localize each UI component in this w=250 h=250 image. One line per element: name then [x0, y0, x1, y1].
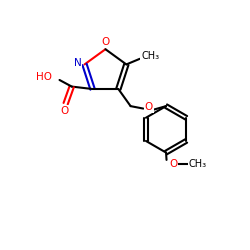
Text: O: O: [145, 102, 153, 112]
Text: O: O: [60, 106, 68, 116]
Text: O: O: [101, 38, 110, 48]
Text: O: O: [169, 158, 177, 168]
Text: CH₃: CH₃: [141, 51, 160, 61]
Text: N: N: [74, 58, 82, 68]
Text: HO: HO: [36, 72, 52, 82]
Text: CH₃: CH₃: [189, 158, 207, 168]
